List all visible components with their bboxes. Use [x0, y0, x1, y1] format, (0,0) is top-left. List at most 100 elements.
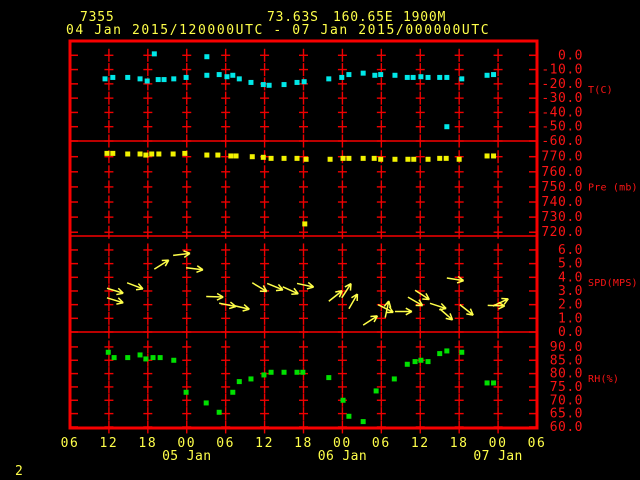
humidity-point — [261, 372, 267, 378]
wind-arrow — [446, 275, 465, 284]
svg-text:75.0: 75.0 — [550, 380, 583, 395]
pressure-point — [260, 154, 266, 160]
pressure-point — [411, 156, 417, 162]
wind-arrow — [362, 315, 379, 326]
pressure-point — [149, 151, 155, 157]
svg-text:18: 18 — [450, 436, 469, 451]
temperature-point — [230, 72, 236, 78]
temperature-point — [360, 70, 366, 76]
temperature-point — [294, 79, 300, 85]
temperature-point — [326, 76, 332, 82]
humidity-point — [437, 351, 443, 357]
wind-arrow — [487, 301, 506, 310]
pressure-point — [425, 156, 431, 162]
svg-text:SPD(MPS): SPD(MPS) — [588, 278, 638, 289]
svg-text:70.0: 70.0 — [550, 393, 583, 408]
humidity-point — [294, 369, 300, 375]
pressure-point — [110, 150, 116, 156]
wind-arrow — [186, 265, 204, 274]
humidity-point — [111, 355, 117, 361]
svg-text:0.0: 0.0 — [558, 48, 583, 63]
svg-text:18: 18 — [294, 436, 313, 451]
page-number: 2 — [15, 464, 24, 479]
period-label: 04 Jan 2015/120000UTC - 07 Jan 2015/0000… — [66, 23, 491, 38]
svg-text:07 Jan: 07 Jan — [473, 449, 522, 464]
wind-arrow — [407, 296, 424, 307]
humidity-point — [171, 357, 177, 363]
wind-arrow — [206, 292, 224, 301]
humidity-point — [404, 361, 410, 367]
temperature-point — [125, 74, 131, 80]
svg-text:06: 06 — [528, 436, 547, 451]
wind-arrow — [459, 304, 474, 316]
longitude-label: 160.65E — [333, 10, 394, 25]
pressure-point — [491, 153, 497, 159]
pressure-series — [104, 150, 497, 227]
temperature-point — [266, 82, 272, 88]
temperature-point — [484, 72, 490, 78]
humidity-point — [230, 389, 236, 395]
pressure-point — [104, 150, 110, 156]
svg-text:00: 00 — [489, 436, 508, 451]
pressure-point — [268, 155, 274, 161]
pressure-point — [360, 155, 366, 161]
pressure-point — [182, 150, 188, 156]
temperature-point — [346, 72, 352, 78]
svg-text:05 Jan: 05 Jan — [162, 449, 211, 464]
humidity-point — [444, 348, 450, 354]
temperature-point — [102, 76, 108, 82]
svg-text:-20.0: -20.0 — [541, 77, 583, 92]
temperature-point — [392, 72, 398, 78]
svg-text:06: 06 — [216, 436, 235, 451]
svg-text:730.0: 730.0 — [541, 210, 583, 225]
wind-arrow — [173, 250, 191, 258]
pressure-point — [327, 156, 333, 162]
svg-text:2.0: 2.0 — [558, 298, 583, 313]
svg-text:-10.0: -10.0 — [541, 63, 583, 78]
humidity-point — [412, 359, 418, 365]
humidity-point — [236, 379, 242, 385]
wind-arrow — [328, 290, 343, 302]
humidity-point — [125, 355, 131, 361]
wind-arrow — [383, 300, 392, 318]
svg-text:0.0: 0.0 — [558, 325, 583, 340]
temperature-point — [459, 76, 465, 82]
temperature-point — [161, 77, 167, 83]
wind-arrow — [232, 303, 250, 312]
svg-text:60.0: 60.0 — [550, 420, 583, 435]
pressure-point — [143, 152, 149, 158]
plot-box — [68, 39, 539, 430]
svg-text:85.0: 85.0 — [550, 353, 583, 368]
pressure-point — [456, 156, 462, 162]
temperature-point — [144, 78, 150, 84]
svg-text:720.0: 720.0 — [541, 225, 583, 240]
wind-arrow — [282, 286, 299, 296]
pressure-point — [302, 221, 308, 227]
pressure-point — [371, 155, 377, 161]
svg-text:6.0: 6.0 — [558, 243, 583, 258]
svg-text:750.0: 750.0 — [541, 180, 583, 195]
wind-arrow — [341, 282, 352, 299]
temperature-point — [110, 74, 116, 80]
wind-arrow — [439, 308, 454, 321]
humidity-point — [137, 352, 143, 358]
pressure-point — [233, 153, 239, 159]
pressure-point — [156, 151, 162, 157]
svg-text:06: 06 — [61, 436, 80, 451]
pressure-point — [215, 152, 221, 158]
station-id: 7355 — [80, 10, 115, 25]
latitude-label: 73.63S — [267, 10, 319, 25]
pressure-point — [228, 153, 234, 159]
wind-arrow — [414, 289, 430, 301]
wind-arrow — [106, 287, 124, 296]
pressure-point — [405, 156, 411, 162]
pressure-point — [346, 155, 352, 161]
pressure-point — [137, 151, 143, 157]
temperature-point — [425, 74, 431, 80]
humidity-point — [373, 388, 379, 394]
humidity-point — [105, 349, 111, 355]
pressure-point — [378, 156, 384, 162]
svg-text:12: 12 — [411, 436, 430, 451]
